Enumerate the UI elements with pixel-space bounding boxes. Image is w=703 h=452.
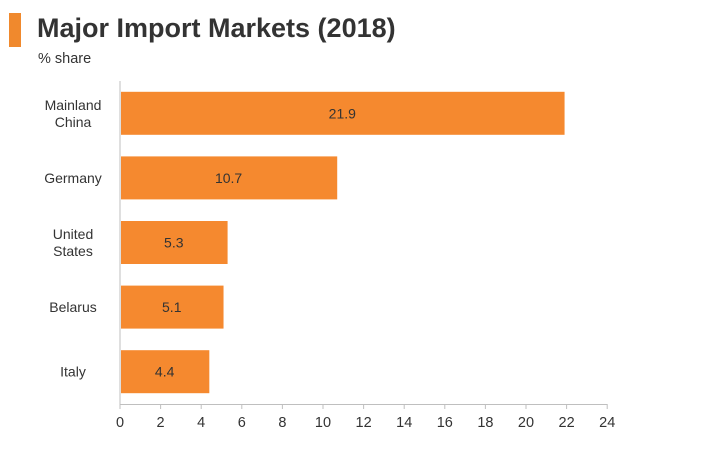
bar bbox=[121, 91, 565, 135]
category-label-line: United bbox=[53, 226, 93, 242]
category-label-line: Mainland bbox=[45, 97, 102, 113]
bar-data-label: 4.4 bbox=[155, 364, 175, 380]
x-tick-label: 24 bbox=[599, 415, 615, 431]
x-tick-label: 10 bbox=[315, 415, 331, 431]
x-tick-label: 16 bbox=[437, 415, 453, 431]
bar-data-label: 21.9 bbox=[329, 105, 356, 121]
category-label-line: Italy bbox=[60, 364, 86, 380]
x-tick-label: 0 bbox=[116, 415, 124, 431]
chart-subtitle: % share bbox=[38, 51, 92, 67]
title-accent-bar bbox=[9, 13, 21, 47]
category-label: Belarus bbox=[49, 299, 96, 315]
x-tick-label: 14 bbox=[396, 415, 412, 431]
bar bbox=[121, 156, 338, 200]
x-tick-label: 8 bbox=[278, 415, 286, 431]
category-label-line: States bbox=[53, 243, 93, 259]
category-label-line: China bbox=[55, 114, 92, 130]
category-label: Mainland China bbox=[45, 97, 102, 130]
category-label: Italy bbox=[60, 364, 86, 380]
chart-title: Major Import Markets (2018) bbox=[37, 13, 396, 43]
x-tick-label: 4 bbox=[197, 415, 205, 431]
x-tick-label: 18 bbox=[477, 415, 493, 431]
bar-data-label: 5.1 bbox=[162, 299, 182, 315]
category-label-line: Belarus bbox=[49, 299, 96, 315]
x-tick-label: 12 bbox=[356, 415, 372, 431]
x-tick-label: 22 bbox=[559, 415, 575, 431]
category-label-line: Germany bbox=[44, 170, 102, 186]
category-label: Germany bbox=[44, 170, 102, 186]
bar-data-label: 5.3 bbox=[164, 235, 184, 251]
x-tick-label: 6 bbox=[238, 415, 246, 431]
x-tick-label: 2 bbox=[157, 415, 165, 431]
category-label: United States bbox=[53, 226, 93, 259]
bar bbox=[121, 350, 210, 394]
bar-data-label: 10.7 bbox=[215, 170, 242, 186]
bar bbox=[121, 221, 228, 264]
bar bbox=[121, 285, 224, 329]
x-tick-label: 20 bbox=[518, 415, 534, 431]
